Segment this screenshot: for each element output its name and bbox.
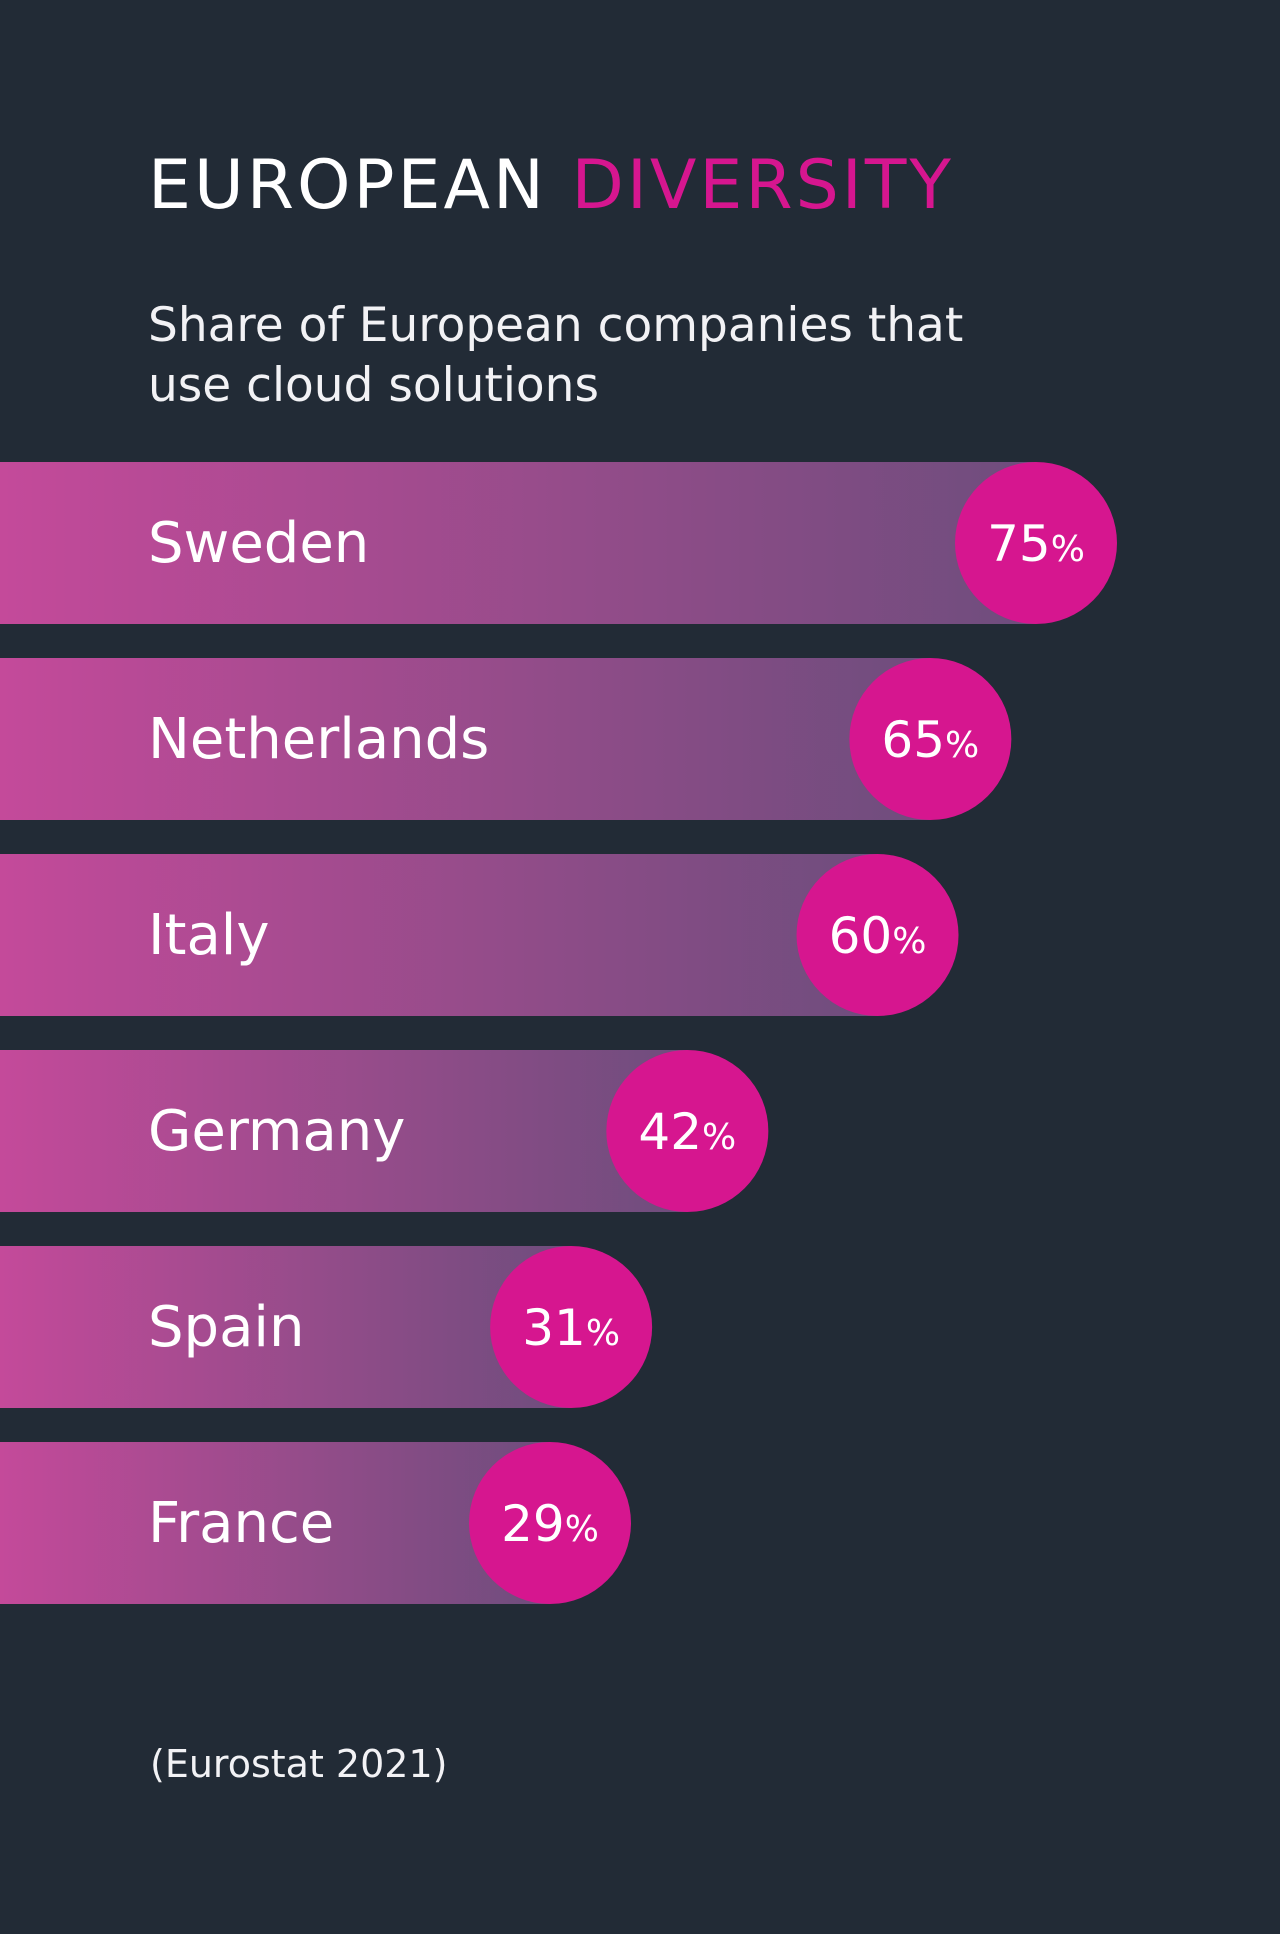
- data-label: 75%: [987, 515, 1085, 573]
- category-label: Netherlands: [148, 707, 489, 772]
- bar-group: Netherlands 65%: [0, 658, 1012, 820]
- bar: [0, 1246, 572, 1408]
- bar-group: Sweden 75%: [0, 462, 1117, 624]
- value-circle: [490, 1246, 653, 1408]
- value-circle: [796, 854, 959, 1016]
- value-circle: [606, 1050, 769, 1212]
- chart-title: EUROPEAN DIVERSITY: [148, 152, 954, 220]
- chart-subtitle: Share of European companies that use clo…: [148, 298, 964, 413]
- bar: [0, 1050, 688, 1212]
- bar-group: France 29%: [0, 1442, 631, 1604]
- category-label: Germany: [148, 1099, 405, 1164]
- title-part-2: DIVERSITY: [571, 146, 954, 225]
- title-part-1: EUROPEAN: [148, 146, 547, 225]
- source-note: (Eurostat 2021): [150, 1742, 448, 1786]
- bar-group: Spain 31%: [0, 1246, 653, 1408]
- bar: [0, 1442, 550, 1604]
- value-circle: [955, 462, 1117, 624]
- category-label: Italy: [148, 903, 270, 968]
- data-label: 60%: [829, 907, 927, 965]
- category-label: Spain: [148, 1295, 304, 1360]
- category-label: Sweden: [148, 511, 369, 576]
- bar-group: Italy 60%: [0, 854, 959, 1016]
- bar: [0, 658, 931, 820]
- data-label: 65%: [881, 711, 979, 769]
- value-circle: [469, 1442, 631, 1604]
- data-label: 42%: [638, 1103, 736, 1161]
- data-label: 31%: [522, 1299, 620, 1357]
- category-label: France: [148, 1491, 334, 1556]
- data-label: 29%: [501, 1495, 599, 1553]
- bar-group: Germany 42%: [0, 1050, 769, 1212]
- bar: [0, 462, 1036, 624]
- bar: [0, 854, 878, 1016]
- value-circle: [849, 658, 1012, 820]
